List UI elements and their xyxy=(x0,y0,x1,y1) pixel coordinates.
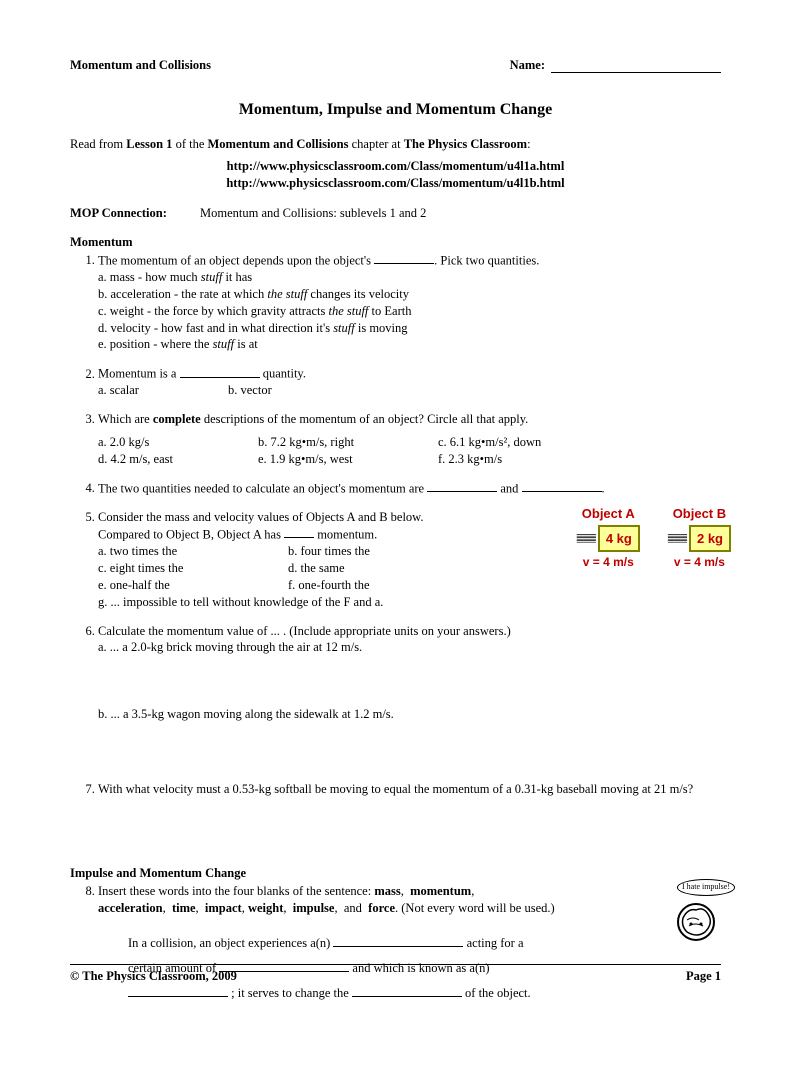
mass-box-b: 2 kg xyxy=(689,525,731,553)
page-header: Momentum and Collisions Name: xyxy=(70,58,721,73)
question-4: The two quantities needed to calculate a… xyxy=(98,480,721,497)
mop-label: MOP Connection: xyxy=(70,206,167,220)
main-content: Momentum, Impulse and Momentum Change Re… xyxy=(70,101,721,1088)
worksheet-page: Momentum and Collisions Name: Momentum, … xyxy=(0,0,791,1024)
q1-opt-d[interactable]: d. velocity - how fast and in what direc… xyxy=(98,320,721,337)
q7-workspace[interactable] xyxy=(98,798,721,854)
object-diagrams: Object A ═════════ 4 kg v = 4 m/s Object… xyxy=(577,505,731,570)
question-list: The momentum of an object depends upon t… xyxy=(70,252,721,854)
page-footer: © The Physics Classroom, 2009 Page 1 xyxy=(70,964,721,984)
q3-opt-c[interactable]: c. 6.1 kg•m/s², down xyxy=(438,434,541,451)
q4-blank-1[interactable] xyxy=(427,480,497,492)
mass-box-a: 4 kg xyxy=(598,525,640,553)
intro-line: Read from Lesson 1 of the Momentum and C… xyxy=(70,137,721,152)
q5-opt-c[interactable]: c. eight times the xyxy=(98,560,288,577)
question-8: Insert these words into the four blanks … xyxy=(98,883,721,1006)
q3-opt-a[interactable]: a. 2.0 kg/s xyxy=(98,434,258,451)
question-6: Calculate the momentum value of ... . (I… xyxy=(98,623,721,770)
q1-opt-e[interactable]: e. position - where the stuff is at xyxy=(98,336,721,353)
q5-opt-e[interactable]: e. one-half the xyxy=(98,577,288,594)
q3-options-row2: d. 4.2 m/s, east e. 1.9 kg•m/s, west f. … xyxy=(98,451,721,468)
header-topic: Momentum and Collisions xyxy=(70,58,211,73)
motion-lines-icon: ═════════ xyxy=(668,534,687,543)
question-3: Which are complete descriptions of the m… xyxy=(98,411,721,468)
object-a: Object A ═════════ 4 kg v = 4 m/s xyxy=(577,505,640,570)
mop-connection: MOP Connection: Momentum and Collisions:… xyxy=(70,206,721,221)
q5-row2: c. eight times the d. the same xyxy=(98,560,518,577)
name-field: Name: xyxy=(510,58,721,73)
copyright: © The Physics Classroom, 2009 xyxy=(70,969,237,984)
section-impulse: Impulse and Momentum Change xyxy=(70,866,721,881)
question-7: With what velocity must a 0.53-kg softba… xyxy=(98,781,721,854)
q6-part-b: b. ... a 3.5-kg wagon moving along the s… xyxy=(98,706,721,723)
url-2: http://www.physicsclassroom.com/Class/mo… xyxy=(70,175,721,192)
q2-opt-a[interactable]: a. scalar xyxy=(98,382,228,399)
q5-row1: a. two times the b. four times the xyxy=(98,543,518,560)
q8-blank-4[interactable] xyxy=(352,985,462,997)
q1-opt-c[interactable]: c. weight - the force by which gravity a… xyxy=(98,303,721,320)
q2-options: a. scalar b. vector xyxy=(98,382,721,399)
q3-opt-b[interactable]: b. 7.2 kg•m/s, right xyxy=(258,434,438,451)
object-b: Object B ═════════ 2 kg v = 4 m/s xyxy=(668,505,731,570)
question-5: Consider the mass and velocity values of… xyxy=(98,509,721,611)
url-1: http://www.physicsclassroom.com/Class/mo… xyxy=(70,158,721,175)
q5-opt-g[interactable]: g. ... impossible to tell without knowle… xyxy=(98,594,518,611)
q5-opt-b[interactable]: b. four times the xyxy=(288,543,370,560)
q3-options-row1: a. 2.0 kg/s b. 7.2 kg•m/s, right c. 6.1 … xyxy=(98,434,721,451)
q5-opt-a[interactable]: a. two times the xyxy=(98,543,288,560)
q6-part-a: a. ... a 2.0-kg brick moving through the… xyxy=(98,639,721,656)
question-1: The momentum of an object depends upon t… xyxy=(98,252,721,354)
q1-blank[interactable] xyxy=(374,252,434,264)
q6b-workspace[interactable] xyxy=(98,723,721,769)
thought-bubble: I hate impulse! xyxy=(677,879,735,896)
q1-opt-b[interactable]: b. acceleration - the rate at which the … xyxy=(98,286,721,303)
q5-opt-d[interactable]: d. the same xyxy=(288,560,345,577)
question-list-2: Insert these words into the four blanks … xyxy=(70,883,721,1006)
q3-opt-f[interactable]: f. 2.3 kg•m/s xyxy=(438,451,502,468)
section-momentum: Momentum xyxy=(70,235,721,250)
q2-opt-b[interactable]: b. vector xyxy=(228,382,272,399)
reference-urls: http://www.physicsclassroom.com/Class/mo… xyxy=(70,158,721,192)
q2-blank[interactable] xyxy=(180,365,260,377)
brain-cartoon-icon: I hate impulse! xyxy=(661,877,731,942)
q1-opt-a[interactable]: a. mass - how much stuff it has xyxy=(98,269,721,286)
mop-text: Momentum and Collisions: sublevels 1 and… xyxy=(200,206,426,220)
q8-blank-1[interactable] xyxy=(333,935,463,947)
q1-options: a. mass - how much stuff it has b. accel… xyxy=(98,269,721,353)
q5-opt-f[interactable]: f. one-fourth the xyxy=(288,577,370,594)
q3-opt-e[interactable]: e. 1.9 kg•m/s, west xyxy=(258,451,438,468)
page-number: Page 1 xyxy=(686,969,721,984)
name-blank[interactable] xyxy=(551,72,721,73)
q5-blank[interactable] xyxy=(284,526,314,538)
motion-lines-icon: ═════════ xyxy=(577,534,596,543)
page-title: Momentum, Impulse and Momentum Change xyxy=(70,101,721,119)
q3-opt-d[interactable]: d. 4.2 m/s, east xyxy=(98,451,258,468)
q6a-workspace[interactable] xyxy=(98,656,721,706)
q8-blank-3[interactable] xyxy=(128,985,228,997)
question-2: Momentum is a quantity. a. scalar b. vec… xyxy=(98,365,721,399)
q5-row3: e. one-half the f. one-fourth the xyxy=(98,577,518,594)
q4-blank-2[interactable] xyxy=(522,480,602,492)
